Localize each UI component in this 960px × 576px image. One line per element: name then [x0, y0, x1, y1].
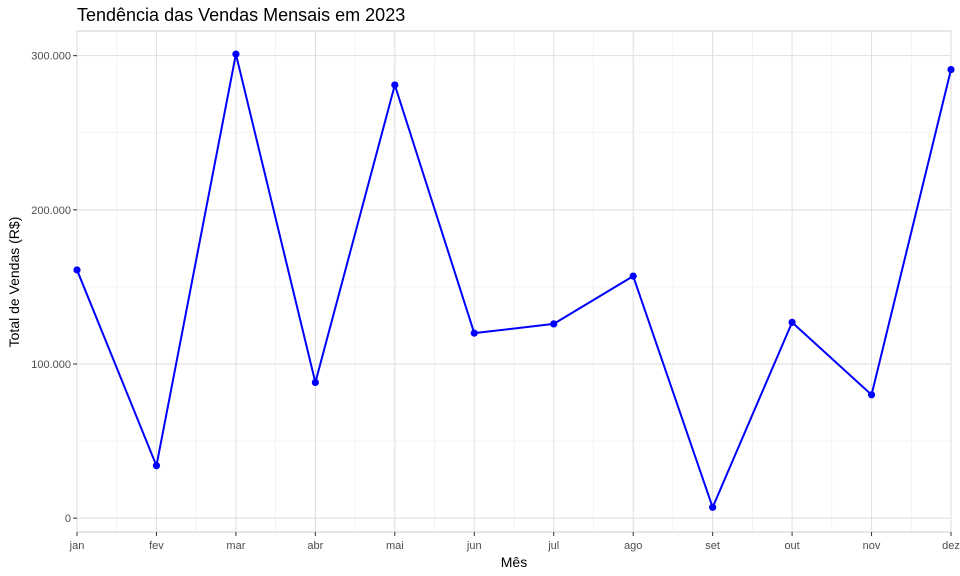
y-tick-labels: 0 100.000 200.000 300.000 — [31, 51, 71, 525]
x-tick-label: out — [784, 540, 799, 552]
minor-gridlines — [77, 31, 951, 532]
major-gridlines — [76, 31, 952, 532]
chart-title: Tendência das Vendas Mensais em 2023 — [77, 5, 406, 25]
x-tick-label: mar — [226, 540, 245, 552]
data-point — [867, 391, 876, 399]
x-tick-label: jul — [547, 540, 559, 552]
data-point — [73, 266, 81, 274]
data-point — [788, 318, 796, 326]
x-tick-label: set — [705, 540, 720, 552]
x-axis-title: Mês — [501, 554, 527, 570]
y-tick-label: 300.000 — [31, 51, 71, 63]
data-point — [470, 329, 478, 337]
x-tick-label: ago — [624, 540, 642, 552]
data-point — [947, 65, 955, 74]
data-point — [629, 272, 637, 280]
data-point — [391, 81, 399, 89]
series-line — [76, 53, 952, 509]
x-tick-label: jan — [69, 540, 85, 552]
x-tick-labels: jan fev mar abr mai jun jul ago set out nov dez — [69, 540, 960, 552]
y-tick-label: 200.000 — [31, 205, 71, 217]
data-point — [152, 462, 161, 470]
series-layer — [73, 50, 955, 511]
axis-ticks — [73, 55, 952, 536]
data-point — [311, 378, 319, 387]
y-tick-label: 0 — [65, 513, 71, 525]
data-point — [550, 320, 558, 328]
x-tick-label: jun — [466, 540, 482, 552]
x-tick-label: abr — [307, 540, 323, 552]
x-tick-label: fev — [149, 540, 164, 552]
x-tick-label: nov — [863, 540, 881, 552]
y-axis-title: Total de Vendas (R$) — [6, 217, 22, 348]
x-tick-label: dez — [942, 540, 960, 552]
y-tick-label: 100.000 — [31, 359, 71, 371]
data-point — [709, 503, 717, 511]
data-point — [232, 50, 240, 58]
x-tick-label: mai — [386, 540, 404, 552]
